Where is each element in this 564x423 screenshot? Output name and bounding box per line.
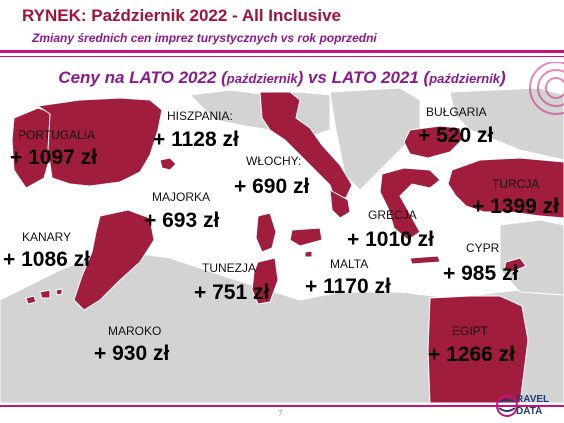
map-title-part1: Ceny na LATO 2022 ( <box>58 68 227 87</box>
map-title-part2: październik <box>226 71 298 86</box>
label-grecja: GRECJA <box>368 208 417 222</box>
value-majorka: + 693 zł <box>144 209 220 232</box>
country-italy-boot <box>329 189 351 219</box>
label-turcja: TURCJA <box>492 177 540 191</box>
logo-globe-icon <box>496 395 518 417</box>
footer-divider <box>0 405 564 407</box>
country-sicily <box>289 227 323 247</box>
land-east <box>449 87 564 161</box>
value-turcja: + 1399 zł <box>472 195 559 218</box>
label-bulgaria: BUŁGARIA <box>426 105 487 119</box>
value-hiszpania: + 1128 zł <box>153 128 239 151</box>
label-cypr: CYPR <box>466 241 500 255</box>
country-greece <box>379 167 441 241</box>
map-title-part4: październik <box>429 71 501 86</box>
value-malta: + 1170 zł <box>305 275 391 298</box>
country-spain <box>36 97 163 187</box>
value-tunezja: + 751 zł <box>194 281 270 304</box>
country-morocco <box>73 209 155 311</box>
country-tunisia <box>251 257 279 305</box>
logo-line1: RAVEL <box>516 394 550 405</box>
header-divider <box>0 50 564 53</box>
label-egipt: EGIPT <box>452 324 489 338</box>
value-egipt: + 1266 zł <box>428 343 515 366</box>
decorative-target-icon <box>529 62 564 115</box>
country-malta <box>304 250 313 258</box>
value-maroko: + 930 zł <box>94 342 170 365</box>
label-tunezja: TUNEZJA <box>202 261 256 275</box>
value-portugalia: + 1097 zł <box>10 146 97 169</box>
land-middle-east <box>499 219 564 296</box>
country-crete <box>409 255 441 265</box>
label-hiszpania: HISZPANIA: <box>167 109 233 123</box>
country-egypt <box>427 295 529 403</box>
country-canary-1 <box>25 295 37 305</box>
country-italy-north <box>259 91 353 199</box>
page-subtitle: Zmiany średnich cen imprez turystycznych… <box>32 31 377 45</box>
map-title-part5: ) <box>500 68 506 87</box>
land-balkans <box>329 87 421 191</box>
value-bulgaria: + 520 zł <box>418 124 494 147</box>
country-bulgaria <box>403 125 463 159</box>
label-maroko: MAROKO <box>108 324 162 338</box>
label-majorka: MAJORKA <box>152 190 211 204</box>
label-portugalia: PORTUGALIA <box>18 128 96 142</box>
page-title: RYNEK: Październik 2022 - All Inclusive <box>22 6 342 25</box>
country-portugal <box>11 107 53 189</box>
country-sardinia <box>255 212 277 253</box>
country-cyprus <box>503 257 527 273</box>
value-grecja: + 1010 zł <box>347 228 434 251</box>
country-mallorca <box>159 157 177 171</box>
country-turkey <box>447 157 564 219</box>
page-number: 7 <box>278 409 283 418</box>
value-kanary: + 1086 zł <box>3 248 90 271</box>
label-wlochy: WŁOCHY: <box>246 154 302 168</box>
country-canary-3 <box>55 288 63 296</box>
value-cypr: + 985 zł <box>443 262 519 285</box>
label-malta: MALTA <box>330 257 369 271</box>
value-wlochy: + 690 zł <box>234 175 310 198</box>
map-title: Ceny na LATO 2022 (październik) vs LATO … <box>0 68 564 88</box>
country-canary-2 <box>39 289 51 299</box>
logo-line2: DATA <box>516 406 543 417</box>
label-kanary: KANARY <box>22 230 72 244</box>
mediterranean-map <box>0 62 564 403</box>
travel-data-logo: RAVEL DATA <box>496 392 562 420</box>
header-divider-thin <box>0 56 564 57</box>
map-title-part3: ) vs LATO 2021 ( <box>297 68 430 87</box>
